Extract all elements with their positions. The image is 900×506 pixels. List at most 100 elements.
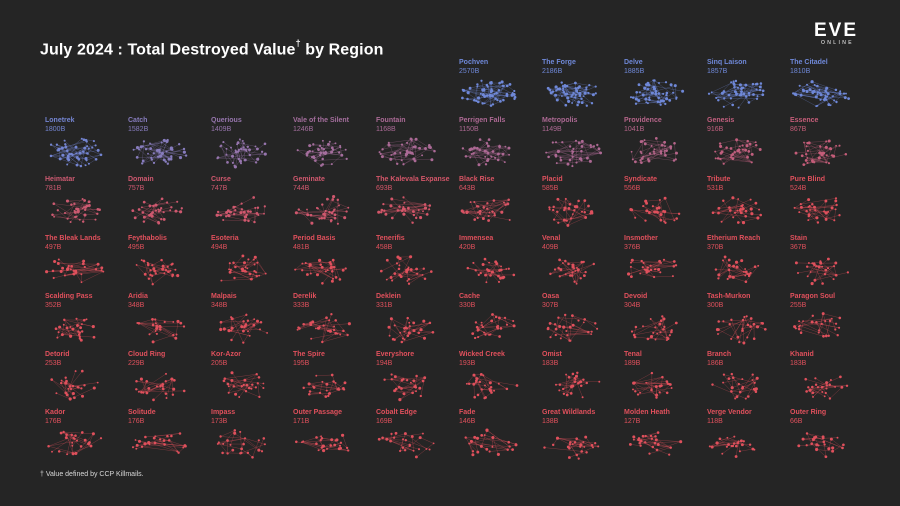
starmap-system <box>571 372 575 376</box>
starmap-system <box>329 261 332 264</box>
starmap-system <box>587 91 590 95</box>
starmap-link <box>550 269 561 275</box>
starmap-system <box>488 381 492 385</box>
starmap-system <box>644 83 648 86</box>
starmap-link <box>492 437 516 445</box>
starmap-system <box>734 455 738 458</box>
starmap-system <box>395 162 399 166</box>
starmap-link <box>633 326 637 336</box>
starmap-system <box>648 452 651 455</box>
starmap-system <box>741 221 746 225</box>
starmap-link <box>138 323 176 339</box>
region-name: Tash-Murkon <box>707 293 751 300</box>
starmap-system <box>505 323 509 326</box>
starmap-system <box>66 154 70 158</box>
region-name: Wicked Creek <box>459 351 505 358</box>
starmap-link <box>633 382 641 393</box>
starmap-system <box>174 268 177 271</box>
starmap-system <box>64 436 68 440</box>
starmap-link <box>390 159 432 161</box>
starmap-link <box>809 376 841 391</box>
region-cell: Molden Heath 127B <box>624 408 702 462</box>
starmap-system <box>730 81 733 84</box>
starmap-system <box>332 265 336 269</box>
starmap-system <box>347 449 350 452</box>
starmap-system <box>557 267 560 270</box>
starmap-system <box>504 145 507 148</box>
starmap-link <box>644 139 665 143</box>
starmap-system <box>575 89 579 93</box>
starmap-system <box>255 212 259 215</box>
starmap-system <box>425 213 429 216</box>
starmap-system <box>336 332 339 335</box>
starmap-system <box>70 264 73 268</box>
starmap-link <box>326 387 339 391</box>
starmap-system <box>142 200 146 204</box>
starmap-system <box>515 384 519 387</box>
starmap-system <box>722 320 725 323</box>
starmap-system <box>582 95 585 98</box>
region-value: 307B <box>542 302 559 309</box>
starmap-system <box>718 437 722 441</box>
starmap-link <box>663 329 668 338</box>
starmap-link <box>476 378 518 386</box>
starmap-system <box>657 206 661 210</box>
starmap-link <box>141 444 165 448</box>
starmap-system <box>135 156 139 159</box>
starmap-link <box>576 438 594 448</box>
starmap-link <box>312 145 321 152</box>
starmap-link <box>489 449 508 452</box>
starmap-system <box>564 103 568 107</box>
starmap-link <box>670 84 677 98</box>
starmap-system <box>802 163 806 166</box>
starmap-link <box>220 145 228 163</box>
starmap-system <box>657 92 661 95</box>
starmap-system <box>379 211 383 214</box>
region-value: 1885B <box>624 68 645 75</box>
region-value: 744B <box>293 185 310 192</box>
region-name: Verge Vendor <box>707 409 752 416</box>
starmap-system <box>329 265 333 269</box>
starmap-link <box>649 198 666 213</box>
starmap-system <box>297 208 300 211</box>
starmap-system <box>571 150 575 153</box>
starmap-system <box>802 320 805 323</box>
starmap-system <box>217 441 220 444</box>
starmap-link <box>716 91 736 99</box>
region-cell: Aridia 348B <box>128 292 206 346</box>
starmap-system <box>817 265 821 269</box>
starmap-system <box>149 147 153 150</box>
starmap-system <box>573 377 576 380</box>
starmap-system <box>148 443 151 446</box>
starmap-system <box>543 446 546 449</box>
starmap-link <box>818 258 829 267</box>
starmap-system <box>406 279 409 282</box>
starmap-link <box>734 139 737 153</box>
starmap-system <box>338 444 342 447</box>
starmap-system <box>730 390 733 393</box>
starmap-link <box>653 146 671 152</box>
starmap-system <box>64 143 67 146</box>
starmap-system <box>53 215 56 218</box>
starmap-system <box>579 380 583 384</box>
starmap-system <box>817 156 821 160</box>
starmap-link <box>141 386 163 393</box>
starmap-link <box>656 208 662 221</box>
starmap-link <box>46 267 102 272</box>
starmap-system <box>482 374 485 377</box>
starmap-link <box>298 209 308 215</box>
starmap-system <box>813 278 817 282</box>
starmap-system <box>642 261 645 264</box>
starmap-system <box>256 261 259 264</box>
starmap-system <box>322 449 326 453</box>
starmap-system <box>741 318 745 322</box>
starmap-link <box>803 142 807 155</box>
starmap-link <box>64 198 83 214</box>
starmap-system <box>743 315 746 319</box>
starmap-system <box>831 449 835 453</box>
starmap-system <box>319 151 323 155</box>
starmap-system <box>180 207 183 210</box>
starmap-system <box>627 272 631 276</box>
starmap-link <box>301 441 324 451</box>
starmap-system <box>663 196 667 200</box>
